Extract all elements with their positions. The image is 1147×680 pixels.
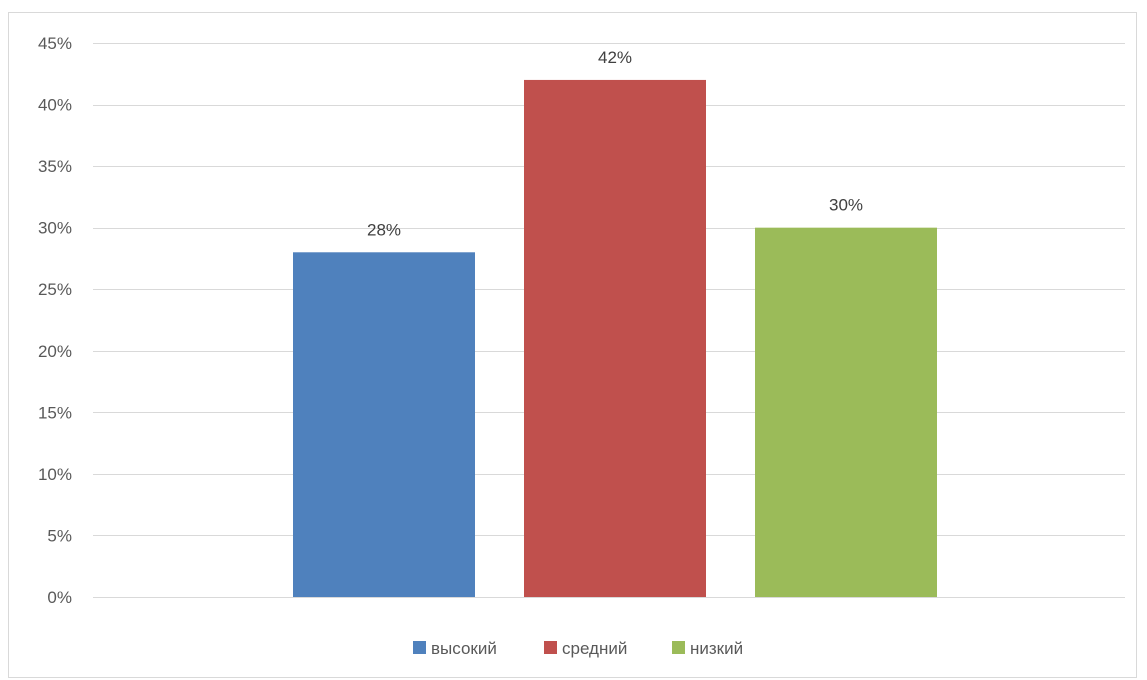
y-tick-label: 30% — [38, 219, 72, 238]
y-tick-label: 40% — [38, 96, 72, 115]
legend-swatch-3 — [672, 641, 685, 654]
bar-2 — [524, 79, 706, 597]
legend-label-3: низкий — [690, 639, 743, 658]
legend-label-2: средний — [562, 639, 627, 658]
y-tick-label: 0% — [47, 588, 72, 607]
y-tick-label: 35% — [38, 157, 72, 176]
data-label-3: 30% — [829, 196, 863, 215]
legend-swatch-2 — [544, 641, 557, 654]
bar-1 — [293, 252, 475, 598]
y-tick-label: 10% — [38, 465, 72, 484]
data-labels: 28% 42% 30% — [367, 48, 863, 239]
bar-3 — [755, 227, 937, 597]
y-tick-label: 5% — [47, 526, 72, 545]
y-tick-label: 45% — [38, 34, 72, 53]
bars — [293, 79, 937, 598]
y-tick-label: 25% — [38, 280, 72, 299]
y-tick-label: 20% — [38, 342, 72, 361]
legend: высокий средний низкий — [413, 639, 743, 658]
data-label-2: 42% — [598, 48, 632, 67]
data-label-1: 28% — [367, 220, 401, 239]
legend-label-1: высокий — [431, 639, 497, 658]
y-tick-label: 15% — [38, 403, 72, 422]
y-axis-ticks: 0% 5% 10% 15% 20% 25% 30% 35% 40% 45% — [38, 34, 72, 607]
legend-swatch-1 — [413, 641, 426, 654]
